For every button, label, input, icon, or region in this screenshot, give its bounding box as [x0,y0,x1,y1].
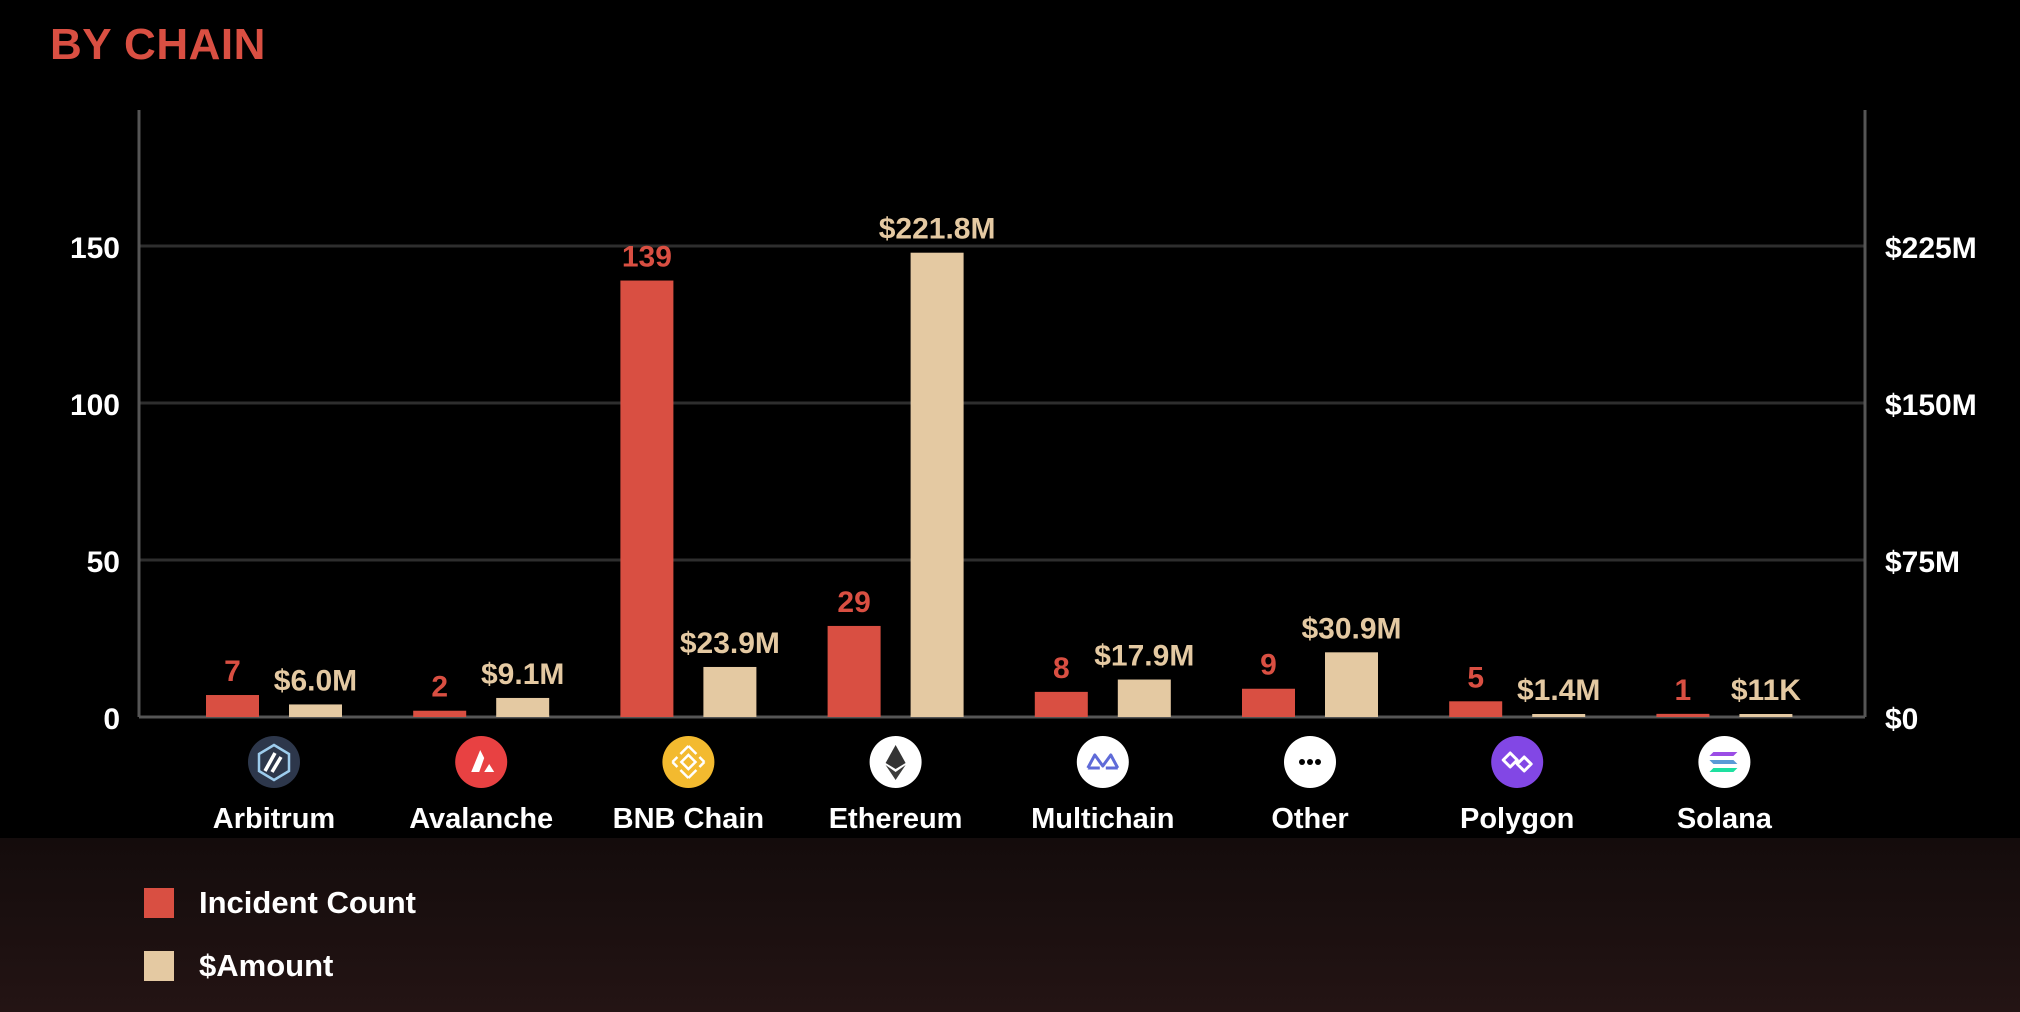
legend-swatch-amount [144,951,174,981]
bar-amount-bnb-chain[interactable] [703,666,757,717]
bar-amount-avalanche[interactable] [496,697,550,717]
bar-count-avalanche[interactable] [413,710,467,717]
y-left-tick-label: 0 [103,703,120,736]
other-icon [1284,736,1336,788]
chart-plot: 0 50 100 150 $0 $75M $150M $225M 7 $6.0M Arbitrum 2… [70,110,1977,835]
x-tick-label-polygon: Polygon [1460,803,1574,835]
bar-amount-solana[interactable] [1739,714,1793,717]
bar-amount-multichain[interactable] [1117,679,1171,717]
bar-count-ethereum[interactable] [827,625,881,717]
data-label-count-avalanche: 2 [431,671,448,704]
bar-count-multichain[interactable] [1034,691,1088,717]
y-left-tick-label: 100 [70,389,120,422]
x-tick-label-bnb-chain: BNB Chain [613,803,764,835]
y-right-tick-label: $150M [1885,389,1977,422]
legend-item-incident-count[interactable]: Incident Count [144,885,416,920]
bar-count-other[interactable] [1242,688,1295,717]
data-label-amount-avalanche: $9.1M [481,658,564,691]
y-left-tick-label: 50 [87,546,120,579]
data-label-amount-ethereum: $221.8M [879,213,996,246]
x-tick-label-arbitrum: Arbitrum [213,803,335,835]
data-label-count-ethereum: 29 [837,586,870,619]
bar-count-solana[interactable] [1656,713,1710,717]
solana-icon [1698,736,1751,788]
data-label-amount-multichain: $17.9M [1094,640,1194,673]
x-tick-label-multichain: Multichain [1031,803,1174,835]
multichain-icon [1076,736,1129,788]
legend-swatch-incident-count [144,888,174,918]
data-label-count-arbitrum: 7 [224,655,241,688]
data-label-amount-solana: $11K [1731,674,1801,707]
data-label-count-polygon: 5 [1467,661,1484,694]
legend-label-incident-count: Incident Count [199,885,416,920]
data-label-count-multichain: 8 [1053,652,1070,685]
y-right-tick-label: $0 [1885,703,1918,736]
x-tick-label-ethereum: Ethereum [829,803,963,835]
x-tick-label-other: Other [1271,803,1348,835]
ethereum-icon [869,736,922,788]
chart-title: BY CHAIN [50,20,266,69]
legend-panel: Incident Count $Amount [0,838,2020,1012]
y-right-tick-label: $225M [1885,232,1977,265]
bar-amount-arbitrum[interactable] [289,704,342,717]
data-label-amount-bnb-chain: $23.9M [680,627,780,660]
data-label-amount-polygon: $1.4M [1517,674,1600,707]
x-tick-label-solana: Solana [1677,803,1773,835]
bar-count-bnb-chain[interactable] [620,280,674,717]
legend-item-amount[interactable]: $Amount [144,948,334,983]
arbitrum-icon [248,736,300,788]
bar-count-polygon[interactable] [1449,701,1503,717]
data-label-amount-other: $30.9M [1301,612,1401,645]
avalanche-icon [455,736,508,788]
bnb-chain-icon [662,736,715,788]
y-right-tick-label: $75M [1885,546,1960,579]
bar-count-arbitrum[interactable] [206,695,259,717]
data-label-count-solana: 1 [1675,674,1692,707]
x-tick-label-avalanche: Avalanche [409,803,553,835]
polygon-icon [1491,736,1544,788]
data-label-amount-arbitrum: $6.0M [274,664,357,697]
bar-amount-polygon[interactable] [1532,714,1586,717]
data-label-count-other: 9 [1260,649,1277,682]
legend-label-amount: $Amount [199,948,334,983]
bar-amount-ethereum[interactable] [910,252,964,717]
data-label-count-bnb-chain: 139 [622,241,672,274]
bar-amount-other[interactable] [1325,652,1378,717]
y-left-tick-label: 150 [70,232,120,265]
